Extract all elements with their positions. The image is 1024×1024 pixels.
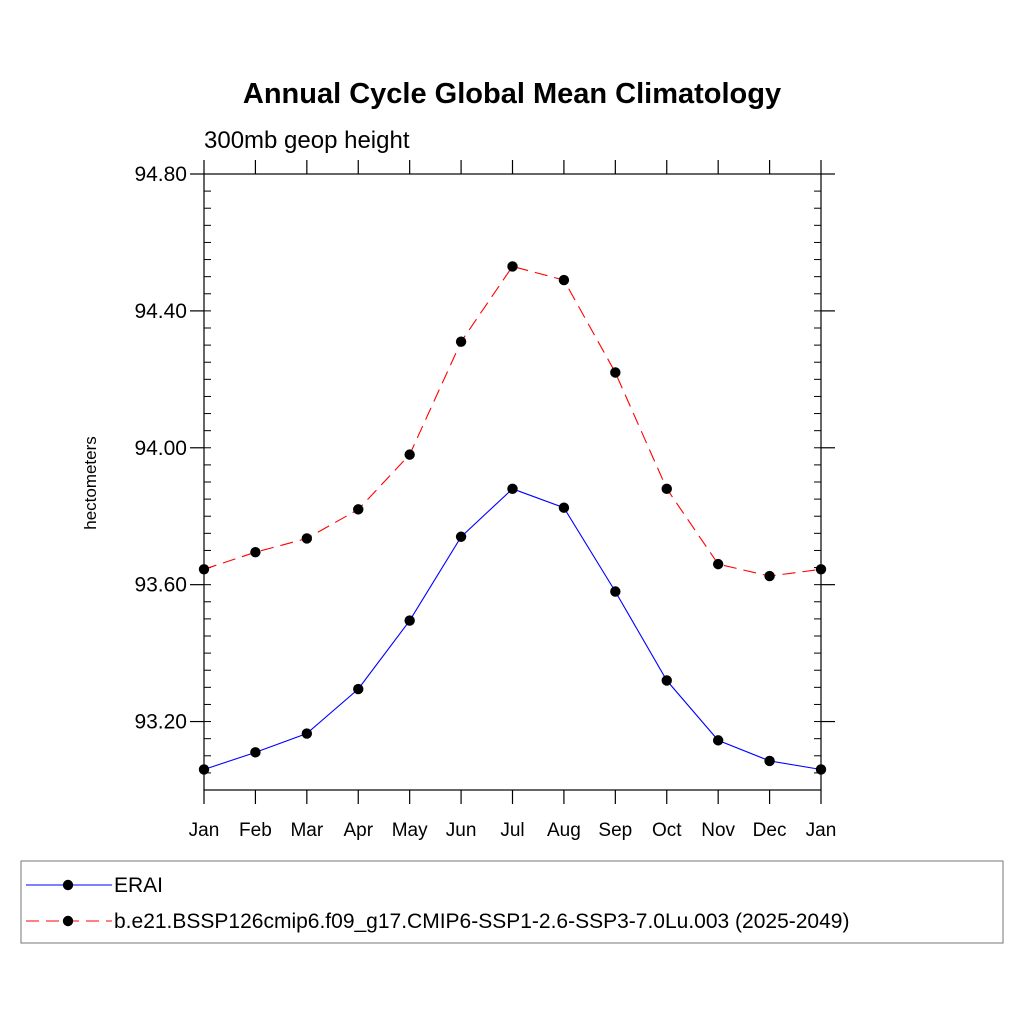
- y-tick-label: 93.60: [134, 574, 187, 597]
- series-point: [198, 764, 210, 775]
- x-tick-label: Mar: [290, 820, 323, 841]
- series-point: [404, 615, 415, 626]
- series-point: [764, 755, 775, 767]
- series-point: [712, 558, 724, 570]
- series-point: [455, 336, 467, 347]
- series-line: [203, 265, 822, 577]
- y-tick-label: 93.20: [134, 711, 187, 734]
- series-point: [815, 764, 827, 775]
- legend-label: b.e21.BSSP126cmip6.f09_g17.CMIP6-SSP1-2.…: [114, 910, 849, 933]
- chart-title: Annual Cycle Global Mean Climatology: [243, 78, 781, 110]
- series-1: [198, 261, 827, 582]
- x-tick-label: Sep: [598, 820, 632, 841]
- series-point: [661, 483, 672, 495]
- legend: ERAI b.e21.BSSP126cmip6.f09_g17.CMIP6-SSP…: [20, 860, 1004, 944]
- series-point: [353, 504, 364, 515]
- series-point: [610, 586, 621, 597]
- x-tick-label: Jan: [189, 820, 220, 841]
- series-point: [558, 502, 570, 513]
- series-point: [250, 747, 261, 758]
- series-point: [301, 728, 313, 739]
- x-tick-label: Jun: [446, 820, 477, 841]
- series-point: [712, 735, 724, 746]
- x-tick-label: Aug: [547, 820, 581, 841]
- series-point: [558, 274, 570, 286]
- axes-layer: 93.20 93.60 94.00 94.40 94.80 Jan Feb Mar Apr May…: [134, 160, 836, 841]
- series-point: [610, 367, 621, 378]
- series-line: [203, 488, 822, 771]
- legend-marker: [62, 915, 74, 927]
- series-point: [198, 564, 210, 575]
- y-tick-label: 94.00: [134, 437, 187, 460]
- y-axis-label: hectometers: [81, 436, 100, 530]
- series-point: [815, 564, 827, 575]
- series-point: [764, 570, 775, 582]
- series-layer: [198, 261, 827, 775]
- x-tick-label: Jan: [806, 820, 837, 841]
- legend-label: ERAI: [114, 874, 163, 897]
- legend-box: [20, 860, 1004, 944]
- x-tick-label: May: [392, 820, 428, 841]
- x-tick-label: Feb: [239, 820, 272, 841]
- series-point: [250, 546, 261, 558]
- x-tick-label: Nov: [701, 820, 735, 841]
- x-tick-label: Oct: [652, 820, 682, 841]
- series-point: [301, 533, 313, 544]
- chart-subtitle: 300mb geop height: [204, 127, 410, 154]
- y-tick-label: 94.40: [134, 300, 187, 323]
- series-point: [661, 675, 672, 686]
- series-point: [455, 531, 467, 542]
- y-tick-label: 94.80: [134, 163, 187, 186]
- series-0: [198, 483, 827, 775]
- series-point: [507, 483, 518, 495]
- series-point: [507, 261, 518, 272]
- x-tick-label: Dec: [753, 820, 787, 841]
- x-tick-label: Apr: [343, 820, 373, 841]
- legend-marker: [62, 879, 74, 891]
- x-tick-label: Jul: [500, 820, 524, 841]
- series-point: [353, 683, 364, 695]
- series-point: [404, 449, 415, 460]
